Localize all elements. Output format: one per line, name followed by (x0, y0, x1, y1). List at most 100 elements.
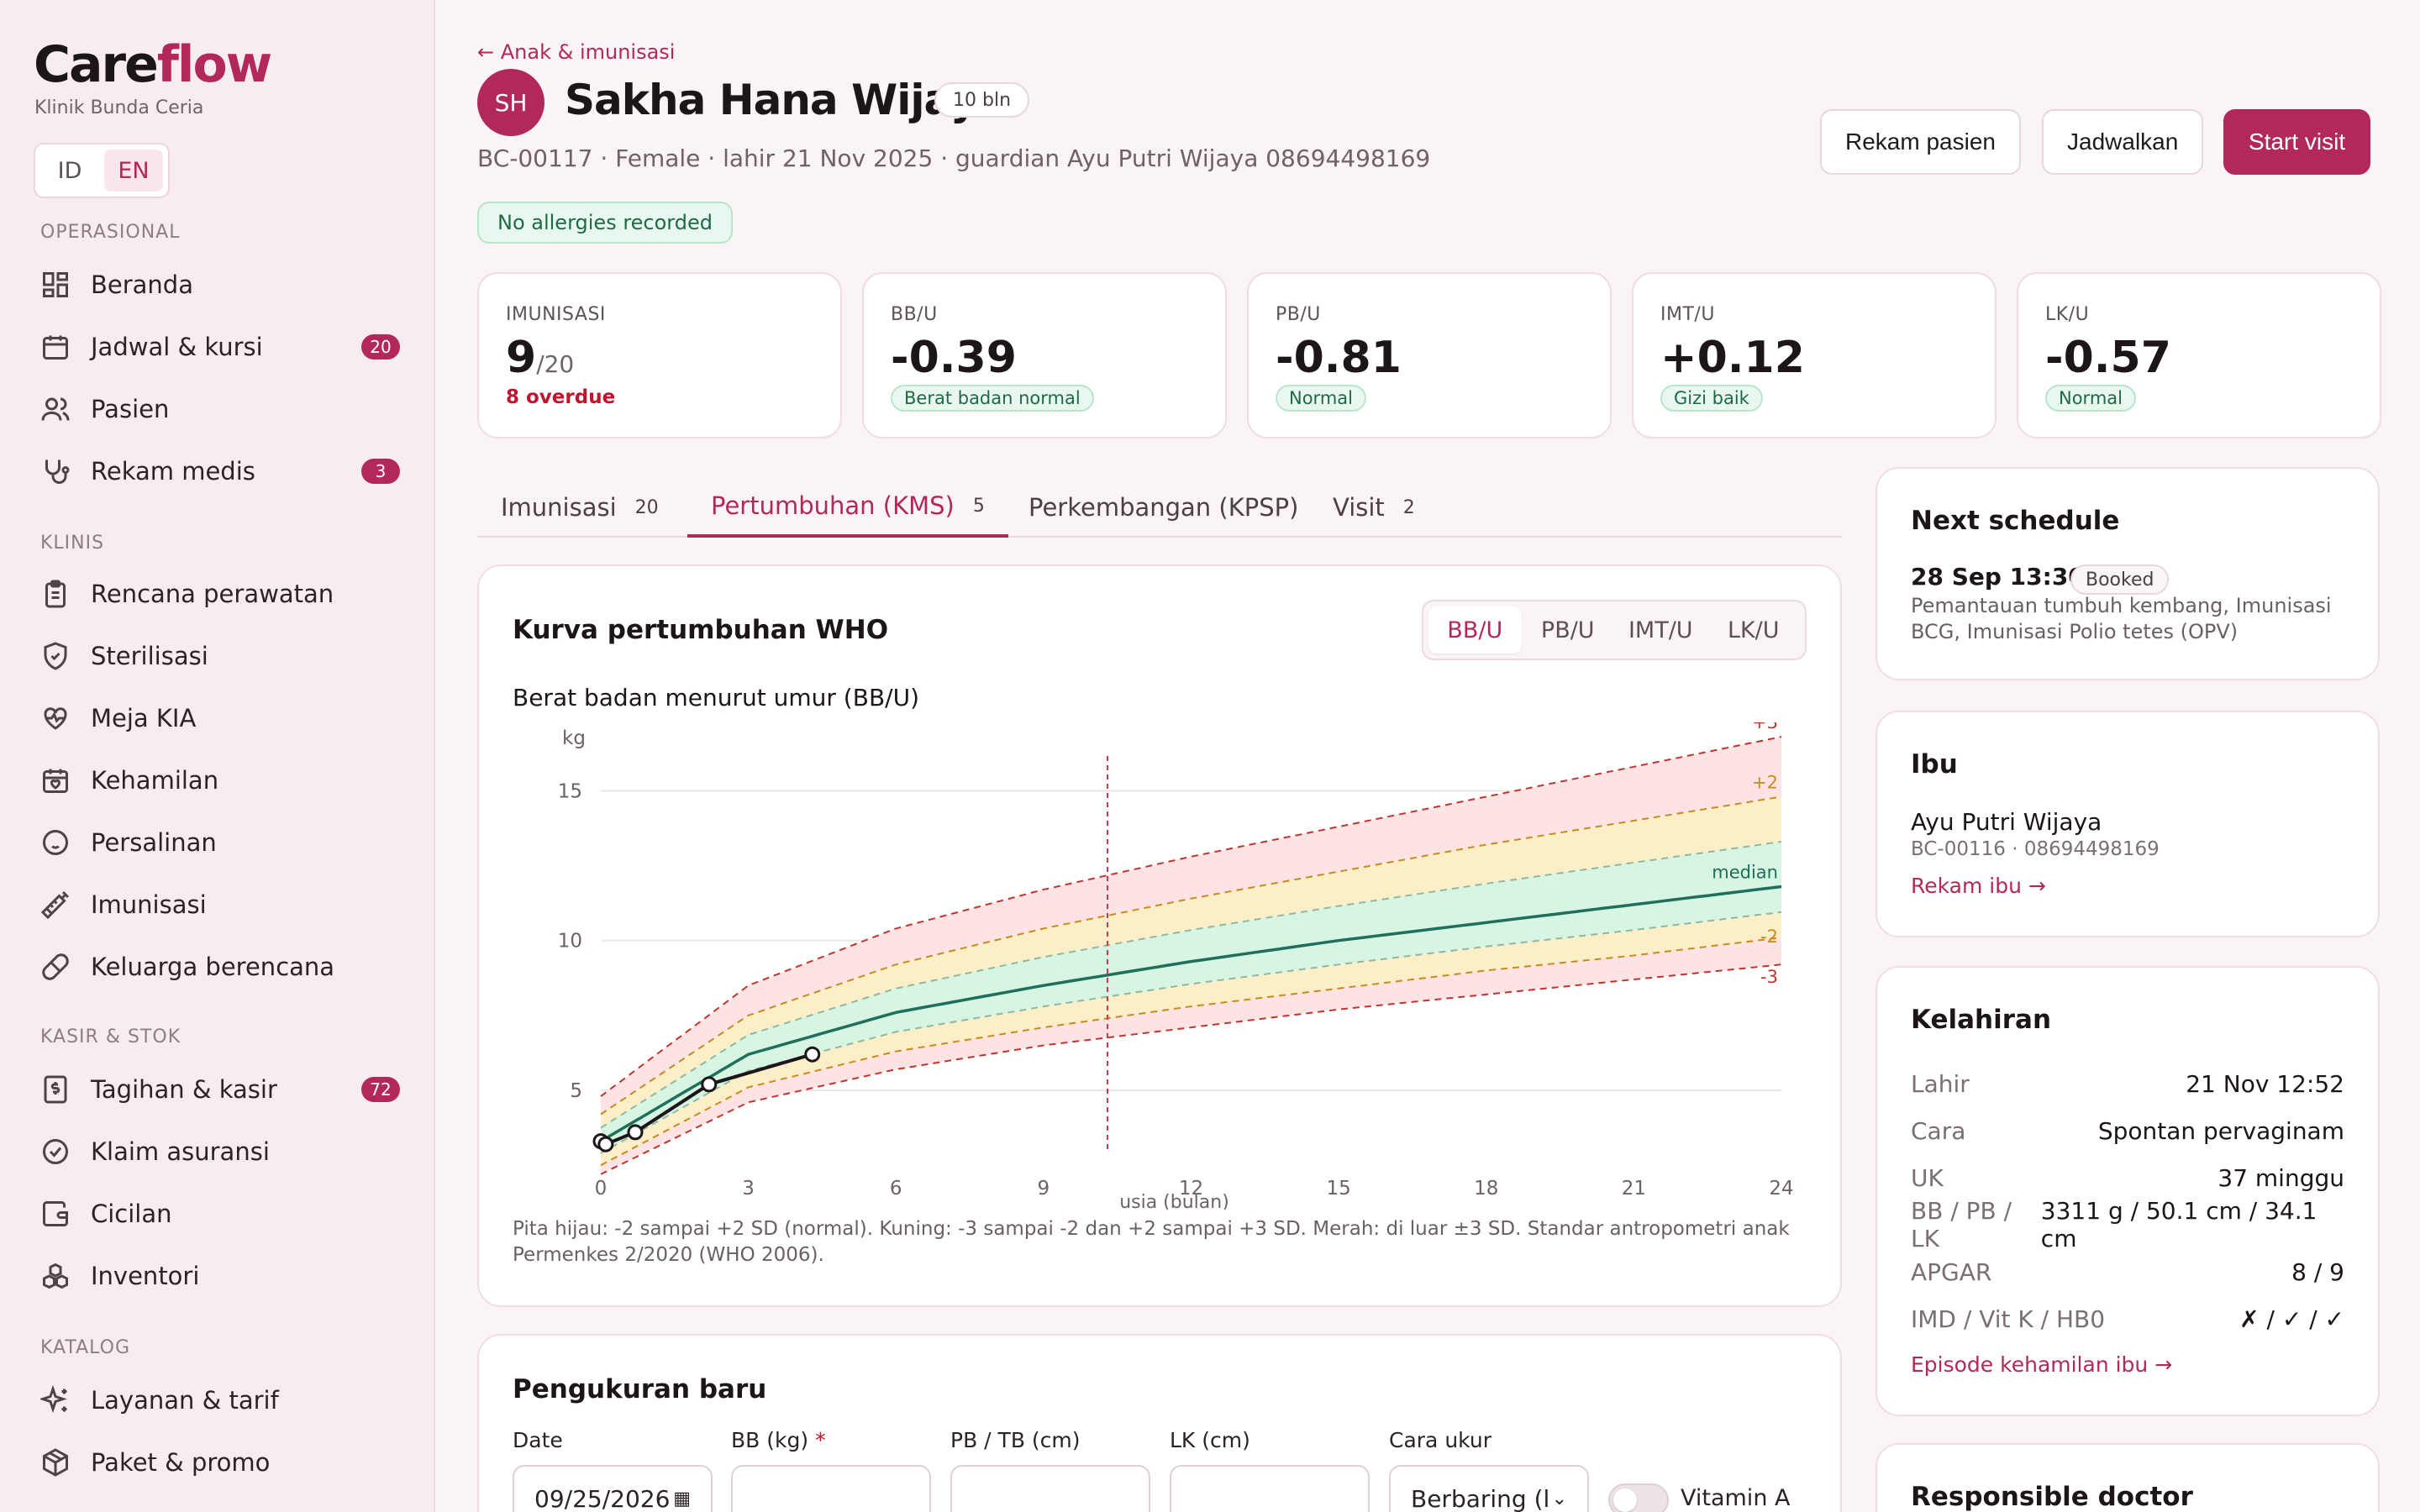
sidebar-item-paket-promo[interactable]: Paket & promo (37, 1440, 400, 1485)
sidebar-item-keluarga-berencana[interactable]: Keluarga berencana (37, 944, 400, 990)
clinic-name: Klinik Bunda Ceria (34, 97, 204, 118)
tab-imunisasi[interactable]: Imunisasi 20 (501, 493, 659, 522)
heart-pulse-icon (37, 700, 74, 737)
x-tick-label: 12 (1179, 1178, 1203, 1200)
reference-line (600, 911, 1782, 1154)
sidebar-item-tagihan-kasir[interactable]: Tagihan & kasir 72 (37, 1067, 400, 1112)
segment-bbu[interactable]: BB/U (1428, 606, 1522, 654)
sidebar-item-layanan-tarif[interactable]: Layanan & tarif (37, 1378, 400, 1423)
sidebar-item-persalinan[interactable]: Persalinan (37, 820, 400, 865)
dashboard-icon (37, 266, 74, 303)
count-badge: 72 (361, 1077, 400, 1102)
brand-logo[interactable]: Careflow (34, 35, 272, 94)
birth-card (1876, 966, 2380, 1416)
tab-pertumbuhan[interactable]: Pertumbuhan (KMS) 5 (687, 477, 1008, 538)
sidebar-item-beranda[interactable]: Beranda (37, 262, 400, 307)
vitamin-a-toggle[interactable] (1608, 1483, 1669, 1512)
package-icon (37, 1444, 74, 1481)
birth-row: Cara Spontan pervaginam (1911, 1116, 2344, 1145)
curve-label: +3 (1752, 722, 1778, 732)
status-badge: Normal (1276, 385, 1366, 412)
x-tick-label: 21 (1622, 1178, 1646, 1200)
schedule-desc: Pemantauan tumbuh kembang, Imunisasi BCG… (1911, 594, 2332, 643)
sidebar-item-label: Rekam medis (91, 457, 255, 486)
method-label: Cara ukur (1389, 1428, 1491, 1452)
rekam-pasien-button[interactable]: Rekam pasien (1820, 109, 2021, 175)
shield-icon (37, 638, 74, 675)
sidebar-item-label: Tagihan & kasir (91, 1075, 277, 1104)
curve-label: +2 (1752, 772, 1778, 792)
x-tick-label: 9 (1038, 1178, 1050, 1200)
doctor-card (1876, 1443, 2380, 1512)
lk-field[interactable] (1170, 1465, 1370, 1512)
sidebar-item-pasien[interactable]: Pasien (37, 386, 400, 432)
tab-perkembangan[interactable]: Perkembangan (KPSP) (1028, 493, 1299, 522)
sidebar-item-label: Klaim asuransi (91, 1137, 270, 1166)
stat-label: IMUNISASI (506, 304, 606, 325)
count-badge: 20 (361, 334, 400, 360)
data-point (701, 1076, 718, 1093)
sidebar-item-kehamilan[interactable]: Kehamilan (37, 758, 400, 803)
reference-line (600, 841, 1782, 1129)
sidebar-item-label: Meja KIA (91, 704, 197, 732)
mother-record-link[interactable]: Rekam ibu → (1911, 874, 2046, 898)
patient-meta: BC-00117 · Female · lahir 21 Nov 2025 · … (477, 144, 1431, 172)
stethoscope-icon (37, 453, 74, 490)
method-select[interactable]: Berbaring (l ⌄ (1389, 1465, 1589, 1512)
sidebar-item-cicilan[interactable]: Cicilan (37, 1191, 400, 1236)
sidebar-item-imunisasi[interactable]: Imunisasi (37, 882, 400, 927)
x-tick-label: 6 (890, 1178, 902, 1200)
pb-field[interactable] (950, 1465, 1150, 1512)
tab-bar: Imunisasi 20 Pertumbuhan (KMS) 5 Perkemban… (477, 477, 1842, 538)
sidebar-item-label: Rencana perawatan (91, 580, 334, 608)
chart-type-switch: BB/U PB/U IMT/U LK/U (1422, 600, 1807, 660)
growth-card-title: Kurva pertumbuhan WHO (513, 615, 889, 645)
bb-label: BB (kg) * (731, 1428, 826, 1452)
calendar-icon[interactable]: ▦ (673, 1488, 691, 1509)
section-operasional: OPERASIONAL (40, 222, 181, 243)
birth-row: UK 37 minggu (1911, 1163, 2344, 1192)
mother-title: Ibu (1911, 749, 1958, 780)
sidebar-item-sterilisasi[interactable]: Sterilisasi (37, 633, 400, 679)
segment-pbu[interactable]: PB/U (1540, 617, 1595, 643)
y-axis-label: kg (562, 727, 586, 749)
sidebar-item-meja-kia[interactable]: Meja KIA (37, 696, 400, 741)
sidebar-item-label: Sterilisasi (91, 642, 208, 670)
lang-en-button[interactable]: EN (104, 150, 163, 192)
sidebar-item-inventori[interactable]: Inventori (37, 1253, 400, 1299)
chart-note: Pita hijau: -2 sampai +2 SD (normal). Ku… (513, 1218, 1790, 1266)
x-tick-label: 0 (595, 1178, 608, 1200)
sidebar: Careflow Klinik Bunda Ceria ID EN OPERAS… (0, 0, 435, 1512)
segment-imtu[interactable]: IMT/U (1628, 617, 1693, 643)
clipboard-icon (37, 575, 74, 612)
birth-row: APGAR 8 / 9 (1911, 1257, 2344, 1286)
back-link[interactable]: ← Anak & imunisasi (477, 40, 676, 64)
x-tick-label: 3 (742, 1178, 755, 1200)
lang-id-button[interactable]: ID (57, 157, 82, 184)
segment-lku[interactable]: LK/U (1727, 617, 1780, 643)
sidebar-item-rencana-perawatan[interactable]: Rencana perawatan (37, 571, 400, 617)
start-visit-button[interactable]: Start visit (2223, 109, 2371, 175)
birth-row: IMD / Vit K / HB0 ✗ / ✓ / ✓ (1911, 1305, 2344, 1333)
stat-value: 9/20 (506, 333, 575, 383)
syringe-icon (37, 886, 74, 923)
section-katalog: KATALOG (40, 1337, 130, 1358)
sidebar-item-label: Layanan & tarif (91, 1386, 279, 1415)
age-badge: 10 bln (934, 82, 1030, 118)
pregnancy-episode-link[interactable]: Episode kehamilan ibu → (1911, 1352, 2173, 1377)
sidebar-item-label: Paket & promo (91, 1448, 271, 1477)
status-badge: Booked (2070, 564, 2170, 595)
sidebar-item-klaim-asuransi[interactable]: Klaim asuransi (37, 1129, 400, 1174)
calendar-heart-icon (37, 762, 74, 799)
sidebar-item-rekam-medis[interactable]: Rekam medis 3 (37, 449, 400, 494)
band-green (601, 842, 1781, 1153)
stat-label: PB/U (1276, 304, 1321, 325)
tab-visit[interactable]: Visit 2 (1333, 493, 1415, 522)
reference-line (600, 795, 1782, 1116)
date-field[interactable]: 09/25/2026 ▦ (513, 1465, 713, 1512)
birth-title: Kelahiran (1911, 1005, 2052, 1035)
birth-row: BB / PB / LK 3311 g / 50.1 cm / 34.1 cm (1911, 1197, 2317, 1252)
jadwalkan-button[interactable]: Jadwalkan (2042, 109, 2204, 175)
bb-field[interactable] (731, 1465, 931, 1512)
sidebar-item-jadwal[interactable]: Jadwal & kursi 20 (37, 324, 400, 370)
